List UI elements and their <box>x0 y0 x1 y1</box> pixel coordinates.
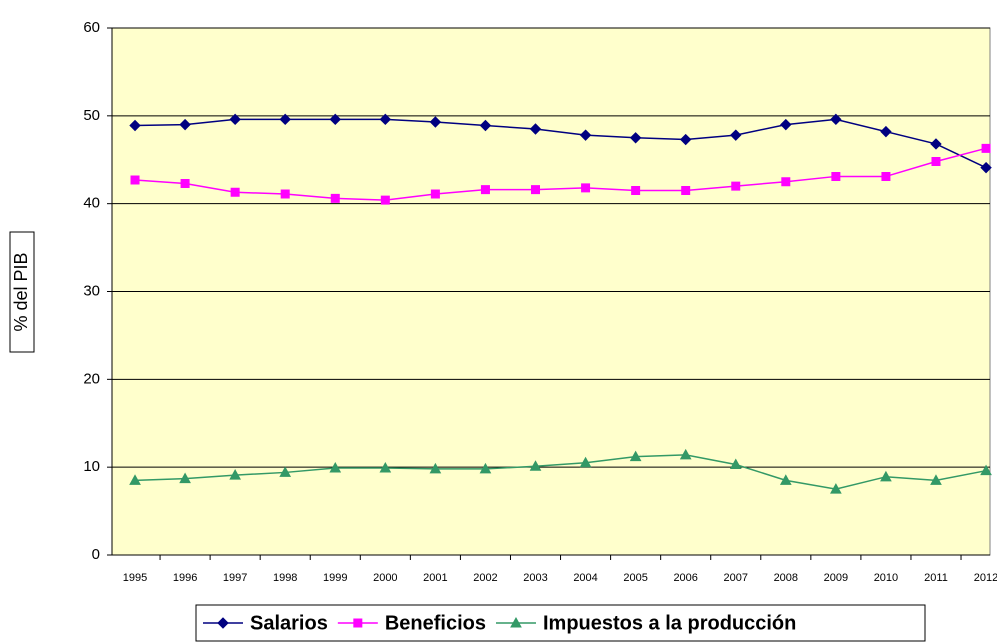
data-point <box>129 119 141 132</box>
legend-marker <box>510 616 522 628</box>
data-point <box>880 125 892 138</box>
data-point <box>730 129 742 141</box>
data-point <box>179 472 191 484</box>
legend-marker <box>217 617 229 629</box>
data-point <box>830 113 842 126</box>
data-point <box>581 183 591 193</box>
data-point <box>679 133 692 146</box>
data-point <box>330 193 340 203</box>
data-point <box>179 118 191 131</box>
data-point <box>229 469 241 480</box>
x-tick-label: 2007 <box>724 572 748 584</box>
y-tick-label: 50 <box>83 107 100 124</box>
x-tick-label: 2009 <box>824 572 848 584</box>
data-point <box>529 123 542 135</box>
data-point <box>429 116 442 128</box>
data-point <box>830 483 842 494</box>
data-point <box>980 161 992 174</box>
data-point <box>429 462 442 474</box>
data-point <box>679 448 692 460</box>
data-point <box>529 460 542 471</box>
x-tick-label: 1995 <box>123 572 147 584</box>
data-point <box>930 474 942 485</box>
x-tick-label: 2000 <box>373 572 397 584</box>
data-point <box>729 458 742 470</box>
x-tick-label: 2012 <box>974 572 997 584</box>
legend: Salarios Beneficios Impuestos a la producc… <box>195 604 926 642</box>
data-point <box>780 118 792 131</box>
x-tick-label: 2008 <box>774 572 798 584</box>
x-tick-label: 1997 <box>223 572 247 584</box>
y-label-box <box>9 231 35 353</box>
data-point <box>479 462 492 474</box>
data-point <box>931 157 941 167</box>
y-tick-label: 30 <box>83 282 100 299</box>
data-point <box>881 171 891 181</box>
y-tick-label: 10 <box>83 458 100 475</box>
data-point <box>329 113 341 126</box>
data-point <box>631 185 641 195</box>
legend-box <box>195 604 926 642</box>
legend-label: Salarios <box>250 612 328 634</box>
x-tick-label: 2003 <box>523 572 547 584</box>
data-point <box>681 185 691 195</box>
legend-marker <box>353 618 363 628</box>
series-line <box>135 454 987 490</box>
data-point <box>430 189 440 199</box>
data-point <box>629 132 642 144</box>
data-point <box>980 464 992 476</box>
x-tick-label: 2006 <box>673 572 697 584</box>
data-point <box>130 175 140 185</box>
x-tick-label: 1998 <box>273 572 297 584</box>
data-point <box>981 143 991 153</box>
y-axis-label: % del PIB <box>11 252 31 331</box>
data-point <box>531 185 541 195</box>
series-line <box>134 147 987 201</box>
y-tick-label: 60 <box>83 19 100 36</box>
data-point <box>380 195 390 205</box>
data-point <box>629 450 642 462</box>
series-line <box>135 118 987 169</box>
data-point <box>480 185 490 195</box>
data-point <box>880 470 892 482</box>
data-point <box>379 462 392 473</box>
legend-label: Impuestos a la producción <box>543 612 796 634</box>
data-point <box>579 129 592 141</box>
data-point <box>479 119 492 132</box>
data-point <box>831 171 841 181</box>
x-tick-label: 1999 <box>323 572 347 584</box>
x-tick-label: 1996 <box>173 572 197 584</box>
data-point <box>731 181 741 191</box>
x-tick-label: 2010 <box>874 572 898 584</box>
x-tick-label: 2004 <box>573 572 597 584</box>
legend-label: Beneficios <box>385 612 486 634</box>
data-point <box>779 474 792 485</box>
x-tick-label: 2002 <box>473 572 497 584</box>
data-point <box>129 474 141 485</box>
data-point <box>280 189 290 199</box>
data-point <box>180 178 190 188</box>
x-tick-label: 2005 <box>623 572 647 584</box>
data-point <box>229 113 241 126</box>
data-point <box>329 462 342 473</box>
data-point <box>930 138 942 150</box>
y-tick-label: 0 <box>92 546 100 563</box>
y-tick-label: 40 <box>83 195 100 212</box>
data-point <box>781 177 791 187</box>
y-tick-label: 20 <box>83 370 100 387</box>
data-point <box>230 187 240 197</box>
data-point <box>279 113 291 126</box>
data-point <box>379 113 392 126</box>
data-point <box>579 456 592 468</box>
data-point <box>279 466 292 477</box>
x-tick-label: 2011 <box>924 572 948 584</box>
x-tick-label: 2001 <box>423 572 447 584</box>
